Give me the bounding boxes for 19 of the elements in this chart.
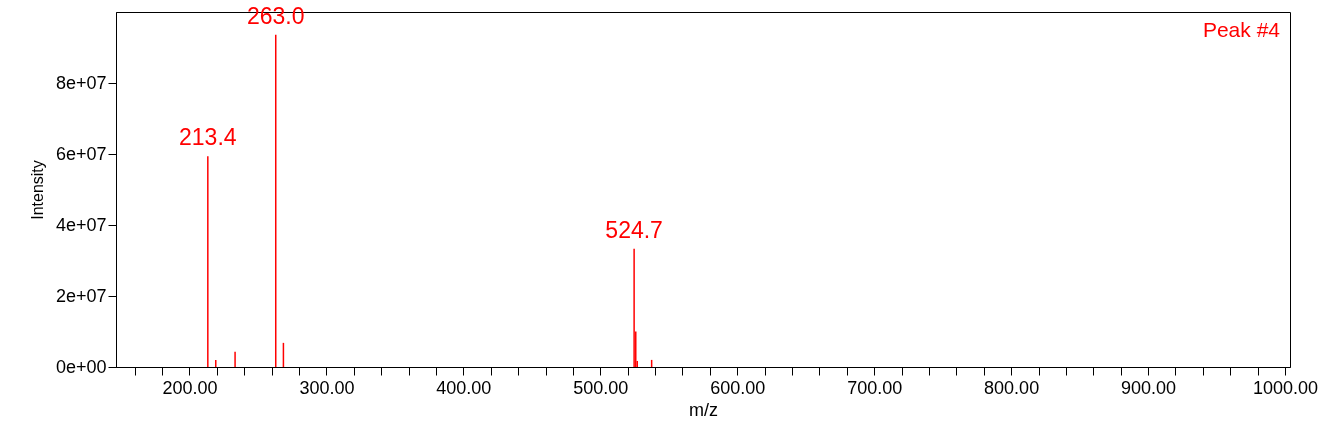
- x-tick-label: 900.00: [1121, 377, 1177, 398]
- x-tick-label: 1000.00: [1252, 377, 1319, 398]
- x-tick-label: 600.00: [710, 377, 766, 398]
- x-axis-title: m/z: [689, 399, 718, 420]
- annotation: 524.7: [605, 216, 663, 243]
- annotation: 213.4: [179, 124, 237, 151]
- y-tick-label: 8e+07: [55, 72, 107, 93]
- x-tick-label: 500.00: [573, 377, 629, 398]
- x-tick-label: 700.00: [847, 377, 903, 398]
- x-tick-label: 300.00: [299, 377, 355, 398]
- y-tick-label: 0e+00: [55, 356, 107, 377]
- x-tick-label: 200.00: [162, 377, 218, 398]
- y-axis-title: Intensity: [28, 160, 46, 220]
- y-tick-label: 2e+07: [55, 285, 107, 306]
- y-tick-label: 4e+07: [55, 214, 107, 235]
- annotation: Peak #4: [1202, 18, 1281, 41]
- x-tick-label: 400.00: [436, 377, 492, 398]
- y-tick-label: 6e+07: [55, 143, 107, 164]
- x-tick-label: 800.00: [984, 377, 1040, 398]
